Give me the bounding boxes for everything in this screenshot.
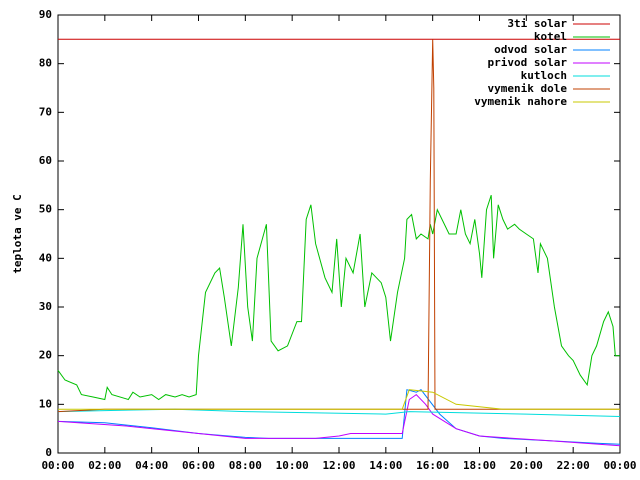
series-line [57, 194, 620, 401]
x-tick-label: 10:00 [276, 459, 309, 472]
legend-label: kutloch [521, 69, 567, 82]
x-tick-label: 16:00 [416, 459, 449, 472]
x-tick-label: 22:00 [557, 459, 590, 472]
x-tick-label: 04:00 [135, 459, 168, 472]
x-tick-label: 08:00 [229, 459, 262, 472]
y-tick-label: 80 [39, 57, 52, 70]
x-tick-label: 02:00 [88, 459, 121, 472]
legend-label: privod solar [488, 56, 568, 69]
y-tick-label: 70 [39, 105, 52, 118]
plot-border [57, 14, 621, 454]
legend-label: vymenik nahore [474, 95, 567, 108]
x-tick-label: 06:00 [182, 459, 215, 472]
legend-label: kotel [534, 30, 567, 43]
legend-label: vymenik dole [488, 82, 568, 95]
y-tick-label: 40 [39, 251, 52, 264]
x-tick-label: 14:00 [369, 459, 402, 472]
legend-label: 3ti solar [507, 17, 567, 30]
y-tick-label: 0 [45, 446, 52, 459]
x-tick-label: 00:00 [41, 459, 74, 472]
x-tick-label: 00:00 [603, 459, 636, 472]
y-tick-label: 30 [39, 300, 52, 313]
x-tick-label: 20:00 [510, 459, 543, 472]
y-tick-label: 90 [39, 8, 52, 21]
y-tick-label: 10 [39, 397, 52, 410]
y-axis-label: teplota ve C [11, 194, 24, 273]
y-tick-label: 50 [39, 203, 52, 216]
series-line [57, 393, 621, 447]
legend-label: odvod solar [494, 43, 567, 56]
series-line [58, 389, 620, 410]
x-tick-label: 18:00 [463, 459, 496, 472]
x-tick-label: 12:00 [322, 459, 355, 472]
y-tick-label: 60 [39, 154, 52, 167]
y-tick-label: 20 [39, 349, 52, 362]
